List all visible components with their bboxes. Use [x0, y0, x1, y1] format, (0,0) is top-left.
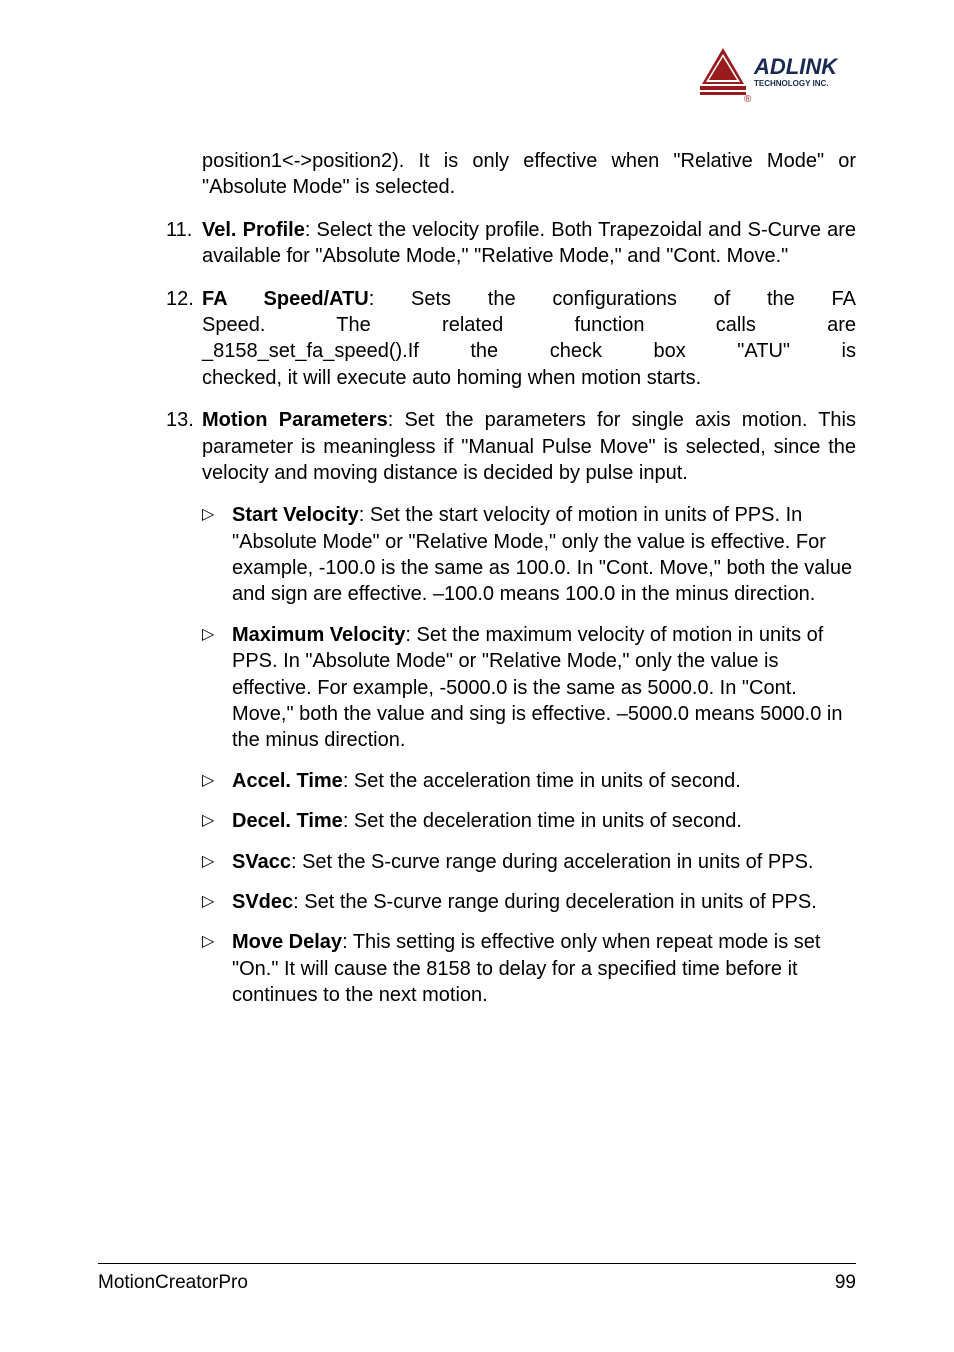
item-body: Motion Parameters: Set the parameters fo…	[202, 407, 856, 486]
item-body: FA Speed/ATU: Sets the configurations of…	[202, 286, 856, 392]
sub-body: SVacc: Set the S-curve range during acce…	[232, 849, 856, 875]
logo-text-sub: TECHNOLOGY INC.	[754, 79, 829, 88]
item-title: FA Speed/ATU	[202, 288, 369, 310]
sub-body: Move Delay: This setting is effective on…	[232, 929, 856, 1008]
list-item-11: 11. Vel. Profile: Select the velocity pr…	[98, 217, 856, 270]
footer-section-title: MotionCreatorPro	[98, 1272, 248, 1294]
sub-item-decel-time: ▷ Decel. Time: Set the deceleration time…	[202, 808, 856, 834]
triangle-bullet-icon: ▷	[202, 849, 232, 875]
sub-title: Accel. Time	[232, 770, 343, 792]
sub-item-move-delay: ▷ Move Delay: This setting is effective …	[202, 929, 856, 1008]
sub-body: Start Velocity: Set the start velocity o…	[232, 502, 856, 608]
item-title: Motion Parameters	[202, 409, 388, 431]
sub-item-start-velocity: ▷ Start Velocity: Set the start velocity…	[202, 502, 856, 608]
sub-body: Accel. Time: Set the acceleration time i…	[232, 768, 856, 794]
sub-body: Maximum Velocity: Set the maximum veloci…	[232, 622, 856, 754]
sub-item-svdec: ▷ SVdec: Set the S-curve range during de…	[202, 889, 856, 915]
sub-title: Move Delay	[232, 931, 342, 953]
triangle-bullet-icon: ▷	[202, 502, 232, 608]
logo-triangle-icon	[700, 48, 746, 95]
sub-item-svacc: ▷ SVacc: Set the S-curve range during ac…	[202, 849, 856, 875]
list-item-12: 12. FA Speed/ATU: Sets the configuration…	[98, 286, 856, 392]
continuation-paragraph: position1<->position2). It is only effec…	[202, 148, 856, 201]
sub-title: SVdec	[232, 891, 293, 913]
page-footer: MotionCreatorPro 99	[98, 1263, 856, 1294]
item-number: 11.	[166, 217, 202, 270]
footer-page-number: 99	[835, 1272, 856, 1294]
sub-body: SVdec: Set the S-curve range during dece…	[232, 889, 856, 915]
sub-title: Decel. Time	[232, 810, 343, 832]
triangle-bullet-icon: ▷	[202, 929, 232, 1008]
item-body: Vel. Profile: Select the velocity profil…	[202, 217, 856, 270]
list-item-13: 13. Motion Parameters: Set the parameter…	[98, 407, 856, 486]
sub-title: Start Velocity	[232, 504, 359, 526]
logo-reg-mark: ®	[744, 94, 752, 105]
item-number: 12.	[166, 286, 202, 392]
brand-logo: ADLINK TECHNOLOGY INC. ®	[696, 44, 866, 108]
triangle-bullet-icon: ▷	[202, 808, 232, 834]
sub-item-accel-time: ▷ Accel. Time: Set the acceleration time…	[202, 768, 856, 794]
page-content: position1<->position2). It is only effec…	[98, 148, 856, 1009]
triangle-bullet-icon: ▷	[202, 622, 232, 754]
item-number: 13.	[166, 407, 202, 486]
logo-text-main: ADLINK	[753, 54, 839, 79]
sub-body: Decel. Time: Set the deceleration time i…	[232, 808, 856, 834]
item-title: Vel. Profile	[202, 219, 305, 241]
triangle-bullet-icon: ▷	[202, 768, 232, 794]
sub-item-max-velocity: ▷ Maximum Velocity: Set the maximum velo…	[202, 622, 856, 754]
sub-title: SVacc	[232, 851, 291, 873]
sub-title: Maximum Velocity	[232, 624, 405, 646]
triangle-bullet-icon: ▷	[202, 889, 232, 915]
